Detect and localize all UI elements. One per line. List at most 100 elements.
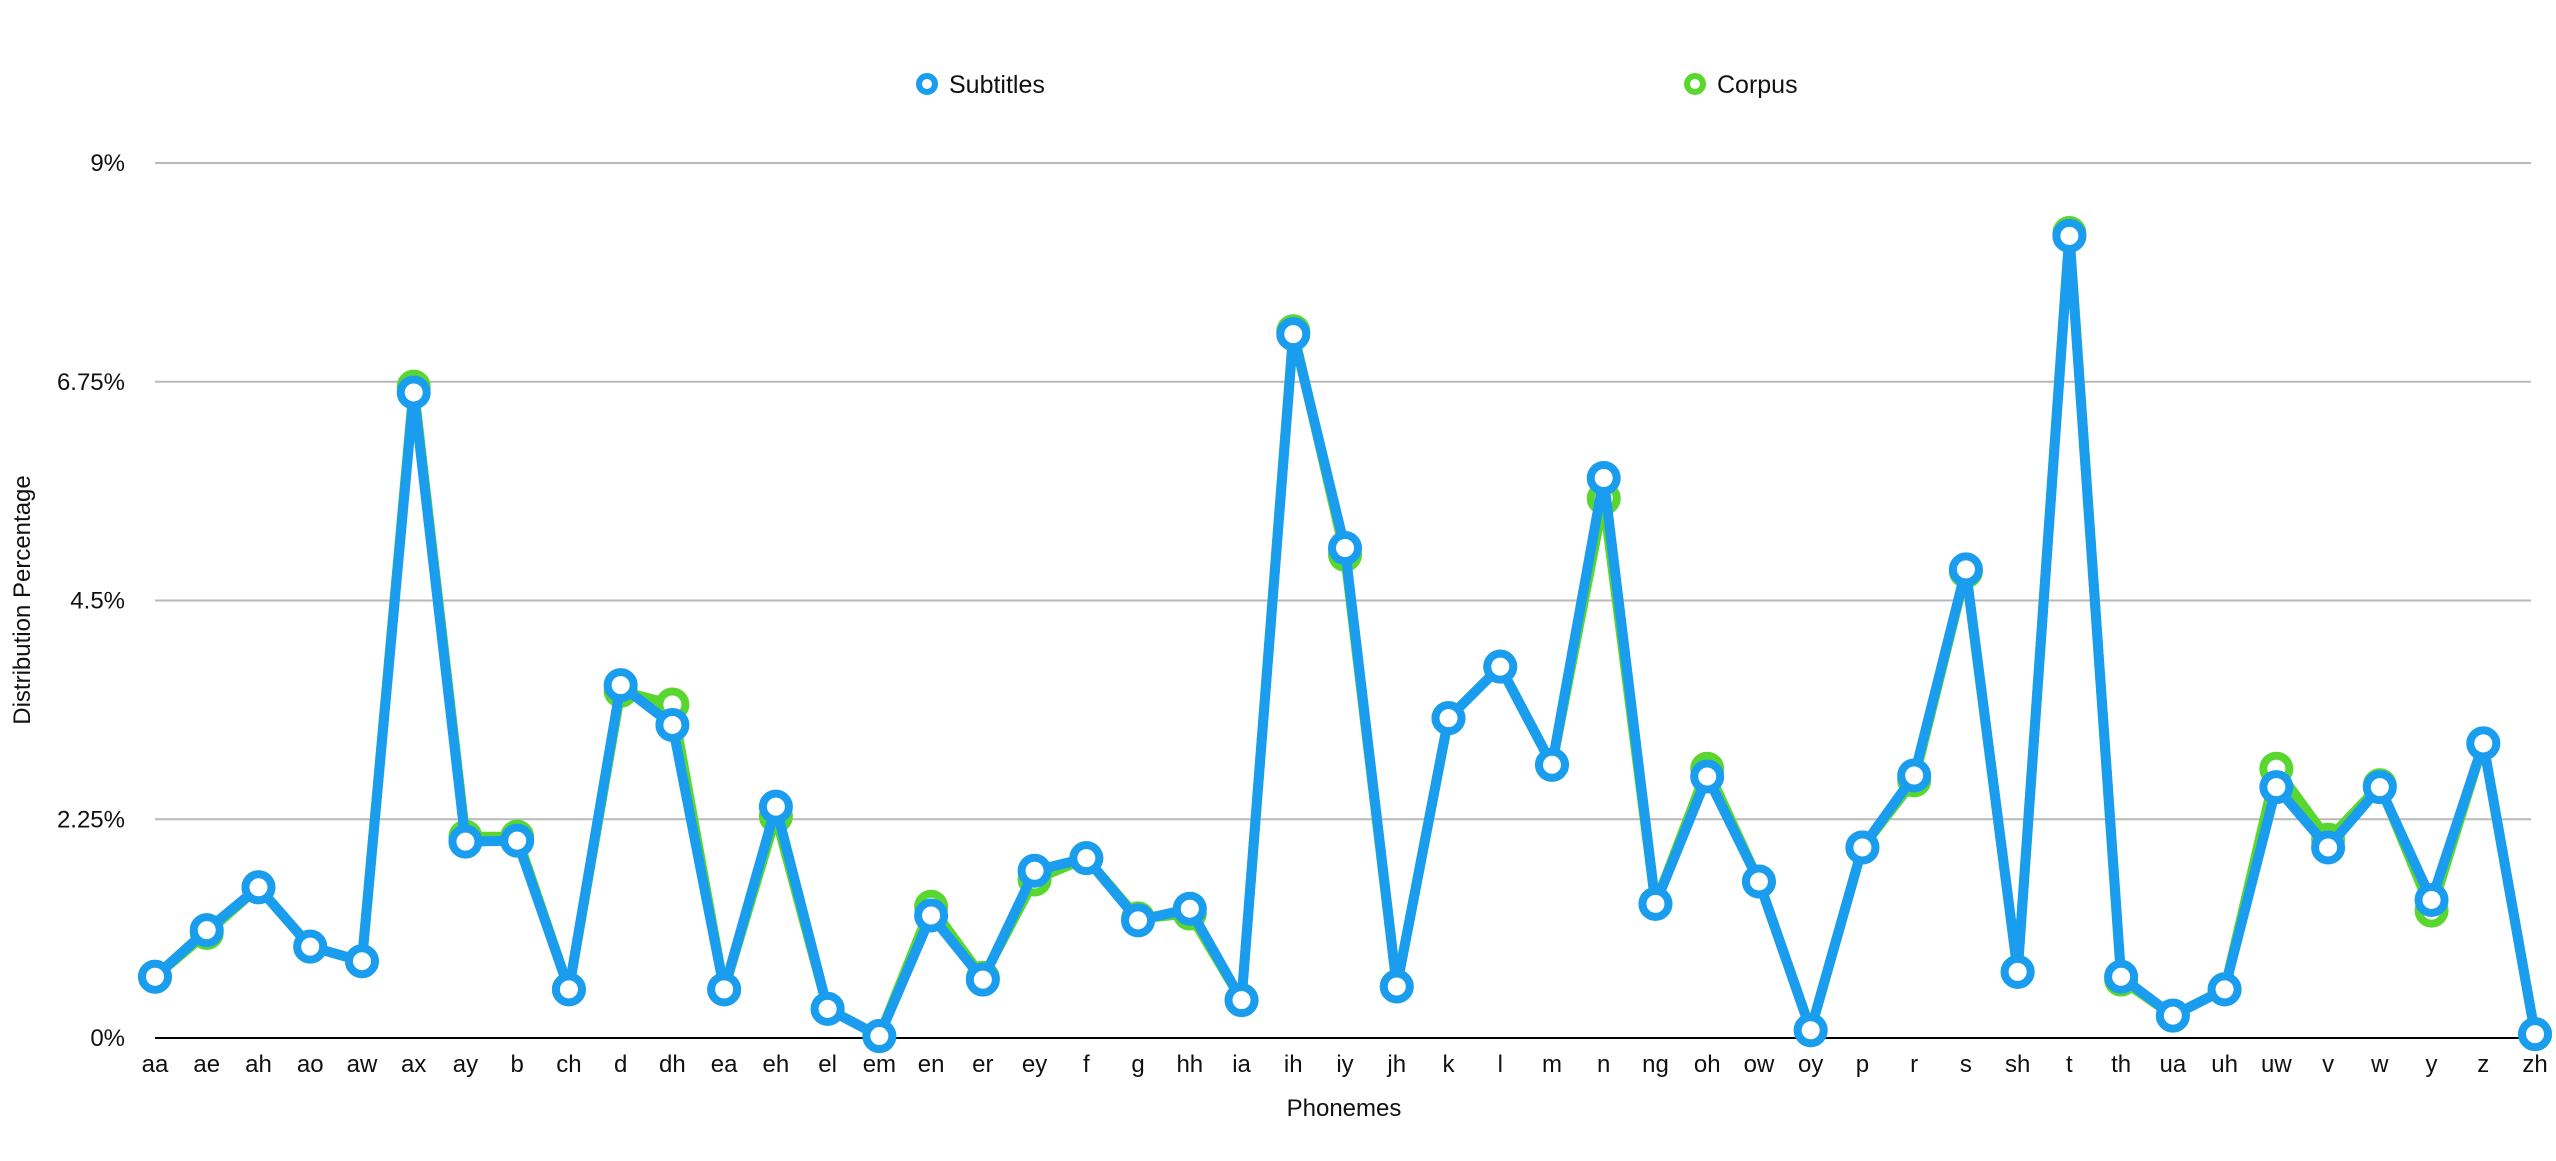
x-tick-label: ng: [1642, 1051, 1669, 1078]
data-point[interactable]: [1069, 841, 1104, 876]
x-tick-label: d: [614, 1051, 627, 1078]
data-point[interactable]: [1172, 891, 1207, 926]
data-point[interactable]: [500, 823, 535, 858]
data-point[interactable]: [2155, 998, 2190, 1033]
data-point[interactable]: [1793, 1013, 1828, 1048]
data-point[interactable]: [344, 944, 379, 979]
x-tick-label: k: [1443, 1051, 1456, 1078]
data-point[interactable]: [2259, 770, 2294, 805]
data-point[interactable]: [2414, 882, 2449, 917]
series-line: [150, 230, 2541, 1042]
data-point[interactable]: [2311, 830, 2346, 865]
x-tick-label: w: [2370, 1051, 2389, 1078]
data-point[interactable]: [1483, 649, 1518, 684]
data-point[interactable]: [293, 929, 328, 964]
x-tick-label: uw: [2261, 1051, 2292, 1078]
data-point[interactable]: [862, 1019, 897, 1054]
x-tick-label: ua: [2160, 1051, 2187, 1078]
x-tick-label: sh: [2005, 1051, 2030, 1078]
data-point[interactable]: [551, 972, 586, 1007]
x-tick-label: oy: [1798, 1051, 1823, 1078]
data-point[interactable]: [965, 962, 1000, 997]
data-point[interactable]: [2207, 972, 2242, 1007]
data-point[interactable]: [448, 824, 483, 859]
x-tick-label: m: [1542, 1051, 1562, 1078]
data-point[interactable]: [2000, 954, 2035, 989]
data-point[interactable]: [1948, 552, 1983, 587]
x-tick-label: ia: [1232, 1051, 1251, 1078]
data-point[interactable]: [655, 707, 690, 742]
data-point[interactable]: [1741, 864, 1776, 899]
data-point[interactable]: [1586, 461, 1621, 495]
series-layer: [138, 216, 2553, 1054]
x-tick-label: aa: [142, 1051, 169, 1078]
data-point[interactable]: [2466, 726, 2501, 761]
legend[interactable]: Subtitles Corpus: [916, 71, 1798, 99]
x-tick-label: y: [2426, 1051, 2438, 1078]
series-corpus: [138, 216, 2553, 1054]
x-tick-label: ae: [193, 1051, 220, 1078]
x-tick-label: ay: [453, 1051, 478, 1078]
data-point[interactable]: [1328, 531, 1363, 565]
x-tick-label: ch: [556, 1051, 581, 1078]
y-tick-label: 2.25%: [57, 806, 125, 833]
data-point[interactable]: [189, 913, 224, 948]
data-point[interactable]: [1431, 701, 1466, 736]
x-tick-label: iy: [1336, 1051, 1353, 1078]
y-axis-title: Distribution Percentage: [9, 475, 36, 724]
data-point[interactable]: [1845, 830, 1880, 865]
x-tick-label: aw: [347, 1051, 378, 1078]
x-tick-label: eh: [763, 1051, 790, 1078]
data-point[interactable]: [810, 991, 845, 1026]
data-point[interactable]: [2518, 1017, 2553, 1052]
data-point[interactable]: [2362, 770, 2397, 805]
x-tick-label: jh: [1386, 1051, 1406, 1078]
data-point[interactable]: [1897, 758, 1932, 793]
legend-marker: [916, 73, 938, 95]
x-tick-label: f: [1083, 1051, 1090, 1078]
data-point[interactable]: [603, 668, 638, 703]
data-point[interactable]: [1379, 969, 1414, 1004]
data-point[interactable]: [1534, 747, 1569, 782]
x-tick-label: s: [1960, 1051, 1972, 1078]
data-point[interactable]: [1017, 853, 1052, 888]
x-tick-label: el: [818, 1051, 837, 1078]
data-point[interactable]: [1224, 983, 1259, 1018]
legend-label: Subtitles: [949, 71, 1045, 99]
x-tick-label: t: [2066, 1051, 2073, 1078]
x-tick-label: dh: [659, 1051, 686, 1078]
data-point[interactable]: [707, 972, 742, 1007]
y-axis-ticks: 0% 2.25% 4.5% 6.75% 9%: [57, 150, 125, 1052]
legend-marker: [1684, 73, 1706, 95]
x-tick-label: er: [972, 1051, 993, 1078]
data-point[interactable]: [914, 898, 949, 933]
x-tick-label: r: [1910, 1051, 1918, 1078]
x-tick-label: z: [2477, 1051, 2489, 1078]
x-tick-label: n: [1597, 1051, 1610, 1078]
data-point[interactable]: [1638, 886, 1673, 921]
data-point[interactable]: [2052, 218, 2087, 253]
data-point[interactable]: [1276, 317, 1311, 352]
x-tick-label: th: [2111, 1051, 2131, 1078]
series-subtitles: [138, 218, 2553, 1054]
y-tick-label: 0%: [90, 1025, 125, 1052]
x-tick-label: uh: [2211, 1051, 2238, 1078]
data-point[interactable]: [138, 959, 172, 994]
data-point[interactable]: [1690, 759, 1725, 794]
legend-item-subtitles[interactable]: Subtitles: [916, 71, 1045, 99]
legend-item-corpus[interactable]: Corpus: [1684, 71, 1798, 99]
x-tick-label: v: [2322, 1051, 2334, 1078]
x-tick-label: ow: [1744, 1051, 1775, 1078]
data-point[interactable]: [396, 375, 431, 410]
data-point[interactable]: [758, 789, 793, 824]
data-point[interactable]: [2104, 959, 2139, 994]
x-tick-label: zh: [2522, 1051, 2547, 1078]
data-point[interactable]: [1121, 903, 1156, 938]
x-tick-label: ah: [245, 1051, 272, 1078]
y-tick-label: 9%: [90, 150, 125, 177]
y-tick-label: 6.75%: [57, 369, 125, 396]
data-point[interactable]: [241, 870, 276, 905]
y-tick-label: 4.5%: [70, 588, 125, 615]
